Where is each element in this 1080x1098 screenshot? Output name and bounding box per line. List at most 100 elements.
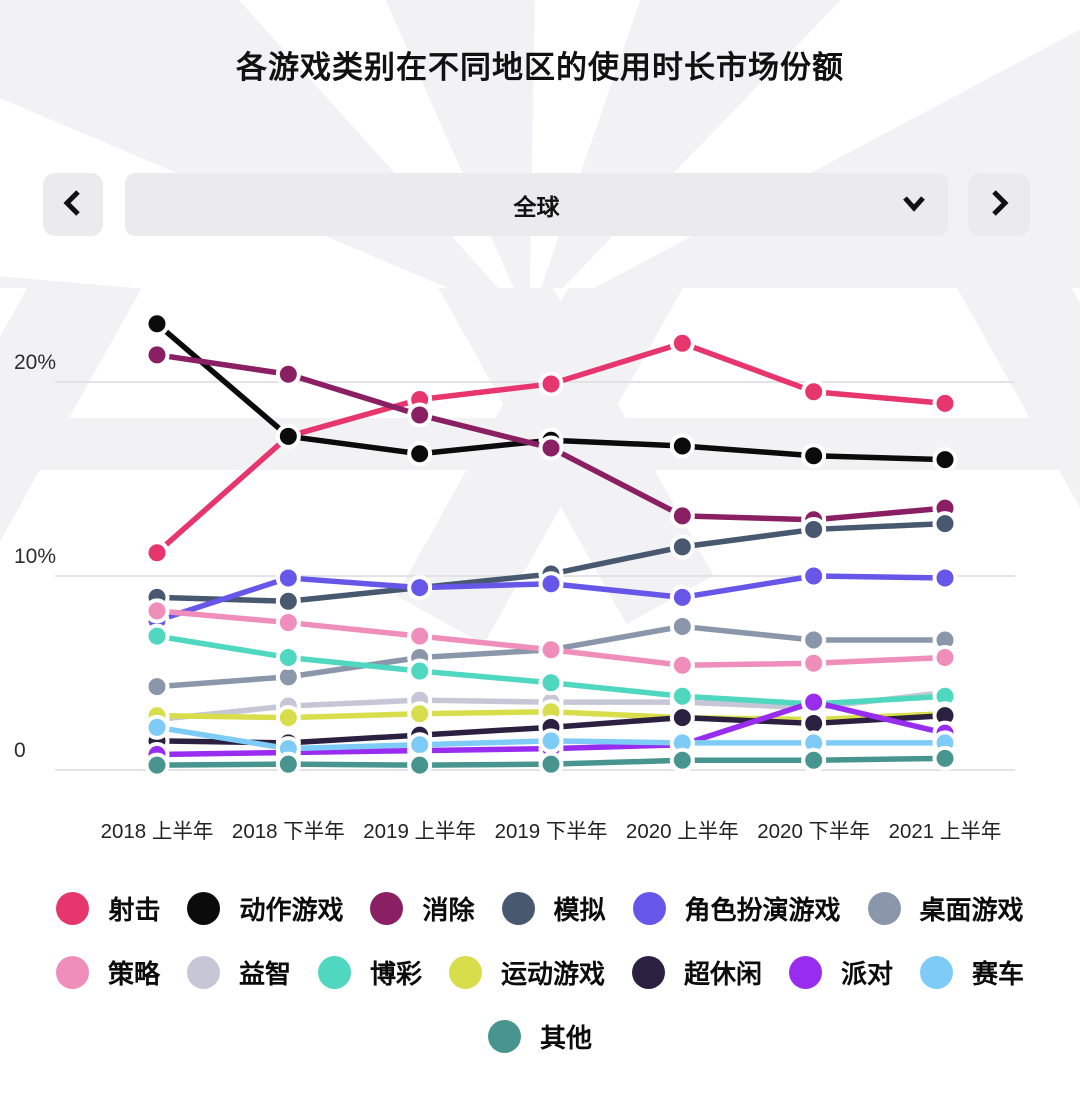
data-point <box>801 516 827 542</box>
chart-legend: 射击 动作游戏 消除 模拟 角色扮演游戏 桌面游戏策略 益智 博彩 运动游戏 超休闲 派对 赛车其他 <box>0 882 1080 1062</box>
legend-label: 超休闲 <box>684 958 763 989</box>
legend-item[interactable]: 益智 <box>186 954 291 991</box>
legend-swatch-icon <box>632 891 666 925</box>
data-point <box>407 701 433 727</box>
legend-swatch-icon <box>632 955 665 989</box>
legend-item[interactable]: 角色扮演游戏 <box>632 890 841 927</box>
data-point <box>801 379 827 405</box>
y-axis-tick-label: 20% <box>14 351 57 374</box>
x-axis-tick-label: 2019 下半年 <box>494 820 608 843</box>
legend-swatch-icon <box>186 955 220 989</box>
legend-item[interactable]: 模拟 <box>501 890 606 927</box>
x-axis-tick-label: 2020 下半年 <box>757 820 871 843</box>
legend-swatch-icon <box>187 891 221 925</box>
data-point <box>407 658 433 684</box>
data-point <box>801 689 827 715</box>
legend-swatch-icon <box>370 891 404 925</box>
data-point <box>932 390 958 416</box>
y-axis-tick-label: 10% <box>14 545 57 568</box>
data-point <box>144 623 170 649</box>
data-point <box>144 540 170 566</box>
legend-label: 派对 <box>841 958 894 989</box>
data-point <box>669 330 695 356</box>
data-point <box>669 747 695 773</box>
legend-label: 模拟 <box>553 894 606 925</box>
legend-item[interactable]: 动作游戏 <box>187 890 343 927</box>
x-axis-tick-label: 2021 上半年 <box>888 820 1002 843</box>
legend-label: 益智 <box>238 958 291 989</box>
data-point <box>144 714 170 740</box>
data-point <box>538 571 564 597</box>
chevron-down-icon <box>900 194 928 219</box>
data-point <box>538 670 564 696</box>
data-point <box>144 342 170 368</box>
data-point <box>275 423 301 449</box>
data-point <box>669 534 695 560</box>
page-title: 各游戏类别在不同地区的使用时长市场份额 <box>236 50 844 85</box>
legend-item[interactable]: 策略 <box>55 954 160 991</box>
legend-item[interactable]: 博彩 <box>317 954 422 991</box>
data-point <box>407 752 433 778</box>
data-point <box>407 732 433 758</box>
data-point <box>144 598 170 624</box>
legend-row: 其他 <box>0 1010 1080 1062</box>
data-point <box>801 443 827 469</box>
legend-item[interactable]: 超休闲 <box>632 954 762 991</box>
legend-item[interactable]: 其他 <box>487 1018 592 1055</box>
legend-item[interactable]: 消除 <box>370 890 475 927</box>
legend-label: 赛车 <box>972 958 1025 989</box>
y-axis-tick-label: 0 <box>14 739 26 762</box>
legend-row: 射击 动作游戏 消除 模拟 角色扮演游戏 桌面游戏 <box>0 882 1080 934</box>
x-axis-tick-label: 2019 上半年 <box>363 820 477 843</box>
data-point <box>801 563 827 589</box>
legend-label: 角色扮演游戏 <box>684 894 841 925</box>
data-point <box>538 728 564 754</box>
legend-swatch-icon <box>317 955 351 989</box>
data-point <box>275 644 301 670</box>
data-point <box>932 447 958 473</box>
data-point <box>538 435 564 461</box>
legend-item[interactable]: 射击 <box>56 890 160 927</box>
legend-swatch-icon <box>487 1019 521 1053</box>
data-point <box>538 637 564 663</box>
data-point <box>275 588 301 614</box>
data-point <box>407 441 433 467</box>
data-point <box>932 745 958 771</box>
data-point <box>669 683 695 709</box>
data-point <box>932 565 958 591</box>
legend-swatch-icon <box>501 891 535 925</box>
chevron-right-icon <box>988 188 1010 221</box>
legend-swatch-icon <box>56 891 90 925</box>
legend-swatch-icon <box>789 955 823 989</box>
legend-label: 其他 <box>539 1022 592 1053</box>
x-axis-tick-label: 2018 下半年 <box>231 820 345 843</box>
data-point <box>669 652 695 678</box>
data-point <box>801 650 827 676</box>
line-chart: 0 10% 20% 2018 上半年 2018 下半年 2019 上半年 2019 下半年 2… <box>0 280 1080 855</box>
data-point <box>144 752 170 778</box>
data-point <box>801 627 827 653</box>
legend-swatch-icon <box>55 955 89 989</box>
region-dropdown-value: 全球 <box>513 193 560 220</box>
legend-label: 桌面游戏 <box>919 894 1024 925</box>
legend-item[interactable]: 运动游戏 <box>448 954 605 991</box>
region-dropdown[interactable]: 全球 <box>125 173 948 236</box>
data-point <box>407 575 433 601</box>
data-point <box>538 751 564 777</box>
legend-swatch-icon <box>448 955 482 989</box>
data-point <box>407 402 433 428</box>
x-axis-tick-label: 2018 上半年 <box>100 820 214 843</box>
next-region-button[interactable] <box>968 173 1030 236</box>
legend-label: 策略 <box>107 958 160 989</box>
legend-item[interactable]: 派对 <box>789 954 893 991</box>
legend-item[interactable]: 桌面游戏 <box>867 890 1024 927</box>
data-point <box>801 747 827 773</box>
prev-region-button[interactable] <box>43 173 103 236</box>
background-rays <box>0 0 1080 288</box>
data-point <box>669 433 695 459</box>
legend-item[interactable]: 赛车 <box>920 954 1024 991</box>
data-point <box>275 705 301 731</box>
legend-label: 博彩 <box>369 958 422 989</box>
data-point <box>144 311 170 337</box>
data-point <box>275 610 301 636</box>
